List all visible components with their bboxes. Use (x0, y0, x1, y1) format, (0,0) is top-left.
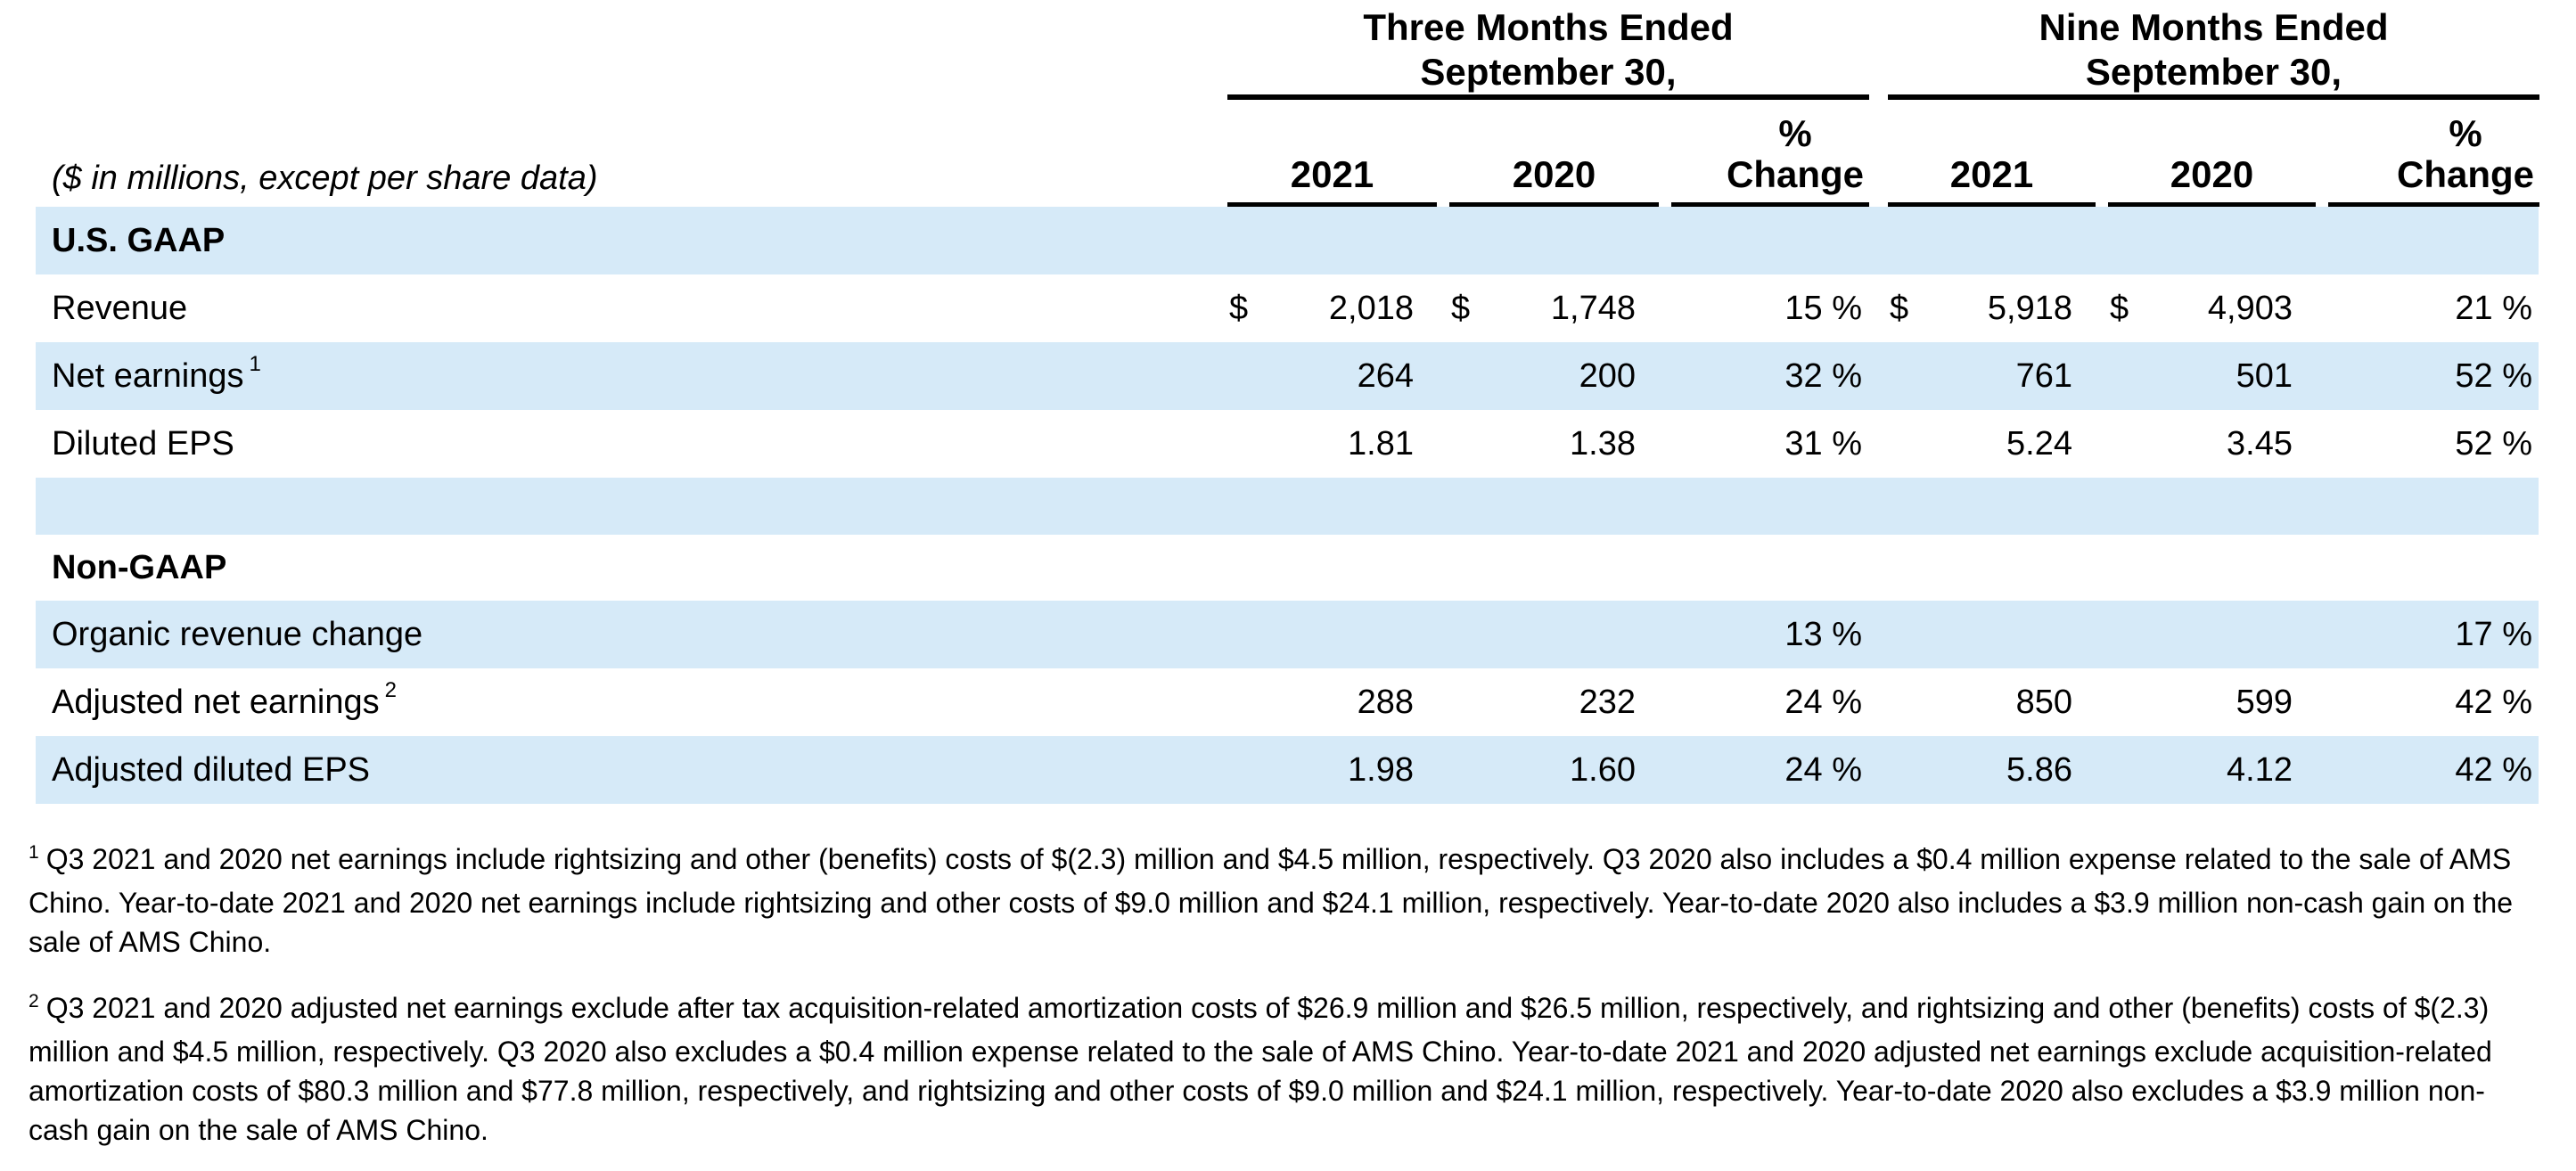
value-tm-pct: 13 % (1784, 615, 1862, 653)
value-tm-2021: 288 (1357, 683, 1414, 721)
value-nm-2020: 501 (2236, 356, 2293, 395)
row-label: Revenue (52, 289, 188, 327)
row-label: Net earnings 1 (36, 342, 1227, 410)
table-row-net-earnings: Net earnings 1 264 200 32 % 761 501 52 % (36, 342, 2539, 410)
value-tm-2021: 1.81 (1348, 424, 1414, 463)
table-row-revenue: Revenue $2,018 $1,748 15 % $5,918 $4,903… (36, 274, 2539, 342)
value-nm-2021: 761 (2015, 356, 2072, 395)
value: 1,748 (1550, 289, 1636, 327)
table-row-spacer (36, 478, 2539, 535)
value: 2,018 (1328, 289, 1414, 327)
value-nm-2020: 4.12 (2227, 750, 2293, 789)
financial-summary-table: Three Months Ended September 30, Nine Mo… (36, 0, 2539, 804)
row-label: Adjusted net earnings 2 (36, 668, 1227, 736)
footnote-1: 1 Q3 2021 and 2020 net earnings include r… (29, 839, 2524, 962)
value-tm-pct: 31 % (1784, 424, 1862, 463)
col-header-tm-2021: 2021 (1227, 100, 1437, 207)
col-header-tm-pct-change: % Change (1671, 100, 1869, 207)
value-nm-2021: 5.24 (2006, 424, 2072, 463)
footnote-text: Q3 2021 and 2020 net earnings include ri… (29, 843, 2513, 958)
pct-symbol: % (2449, 112, 2482, 154)
table-row-diluted-eps: Diluted EPS 1.81 1.38 31 % 5.24 3.45 52 … (36, 410, 2539, 478)
currency-symbol: $ (2110, 289, 2129, 327)
value-tm-2020: $1,748 (1449, 274, 1659, 342)
row-label: Non-GAAP (52, 548, 227, 586)
footnote-text: Q3 2021 and 2020 adjusted net earnings e… (29, 992, 2492, 1146)
group-header-three-months: Three Months Ended September 30, (1227, 0, 1869, 100)
value-nm-pct: 42 % (2455, 750, 2532, 789)
row-label: Organic revenue change (52, 615, 423, 653)
value-tm-pct: 24 % (1784, 683, 1862, 721)
value-nm-2021: 5.86 (2006, 750, 2072, 789)
value-tm-2021: 1.98 (1348, 750, 1414, 789)
col-header-nm-pct-change: % Change (2328, 100, 2539, 207)
col-header-nm-2020: 2020 (2108, 100, 2316, 207)
value-nm-pct: 52 % (2455, 424, 2532, 463)
value-tm-2020: 1.38 (1570, 424, 1636, 463)
col-header-nm-2021: 2021 (1888, 100, 2096, 207)
group-title-line2: September 30, (1420, 51, 1677, 93)
currency-symbol: $ (1890, 289, 1909, 327)
value-nm-pct: 17 % (2455, 615, 2532, 653)
pct-symbol: % (1778, 112, 1812, 154)
value-tm-pct: 15 % (1784, 289, 1862, 327)
pct-change-label: Change (1726, 153, 1864, 195)
table-row-adjusted-net-earnings: Adjusted net earnings 2 288 232 24 % 850… (36, 668, 2539, 736)
value-nm-2020: $4,903 (2108, 274, 2316, 342)
footnote-2: 2 Q3 2021 and 2020 adjusted net earnings … (29, 988, 2524, 1150)
col-header-tm-2020: 2020 (1449, 100, 1659, 207)
value-nm-pct: 52 % (2455, 356, 2532, 395)
group-header-nine-months: Nine Months Ended September 30, (1888, 0, 2539, 100)
footnote-ref-2: 2 (384, 678, 397, 702)
value-nm-pct: 21 % (2455, 289, 2532, 327)
value-tm-2020: 1.60 (1570, 750, 1636, 789)
header-group-row: Three Months Ended September 30, Nine Mo… (36, 0, 2539, 100)
value: 4,903 (2207, 289, 2293, 327)
group-title-line1: Three Months Ended (1363, 6, 1734, 48)
table-row-us-gaap: U.S. GAAP (36, 207, 2539, 274)
pct-change-label: Change (2396, 153, 2534, 195)
value-nm-pct: 42 % (2455, 683, 2532, 721)
value: 5,918 (1987, 289, 2072, 327)
group-title-line1: Nine Months Ended (2039, 6, 2389, 48)
row-label: Adjusted diluted EPS (52, 750, 371, 789)
table-row-adjusted-diluted-eps: Adjusted diluted EPS 1.98 1.60 24 % 5.86… (36, 736, 2539, 804)
value-nm-2020: 599 (2236, 683, 2293, 721)
value-tm-pct: 32 % (1784, 356, 1862, 395)
row-label-text: Adjusted net earnings (52, 683, 380, 721)
group-title-line2: September 30, (2085, 51, 2342, 93)
value-nm-2021: $5,918 (1888, 274, 2096, 342)
value-tm-pct: 24 % (1784, 750, 1862, 789)
footnote-ref-1: 1 (249, 352, 261, 376)
footnote-marker: 1 (29, 842, 39, 863)
value-tm-2021: 264 (1357, 356, 1414, 395)
table-row-organic-revenue-change: Organic revenue change 13 % 17 % (36, 601, 2539, 668)
value-tm-2021: $2,018 (1227, 274, 1437, 342)
value-tm-2020: 232 (1579, 683, 1636, 721)
header-year-row: ($ in millions, except per share data) 2… (36, 100, 2539, 207)
currency-symbol: $ (1229, 289, 1249, 327)
value-nm-2021: 850 (2015, 683, 2072, 721)
row-label: Diluted EPS (52, 424, 234, 463)
row-label-text: Net earnings (52, 356, 244, 395)
value-tm-2020: 200 (1579, 356, 1636, 395)
currency-symbol: $ (1451, 289, 1471, 327)
units-note: ($ in millions, except per share data) (52, 160, 598, 197)
footnotes: 1 Q3 2021 and 2020 net earnings include r… (29, 839, 2524, 1150)
value-nm-2020: 3.45 (2227, 424, 2293, 463)
table-row-non-gaap: Non-GAAP (36, 535, 2539, 601)
row-label: U.S. GAAP (52, 221, 226, 259)
footnote-marker: 2 (29, 991, 39, 1011)
